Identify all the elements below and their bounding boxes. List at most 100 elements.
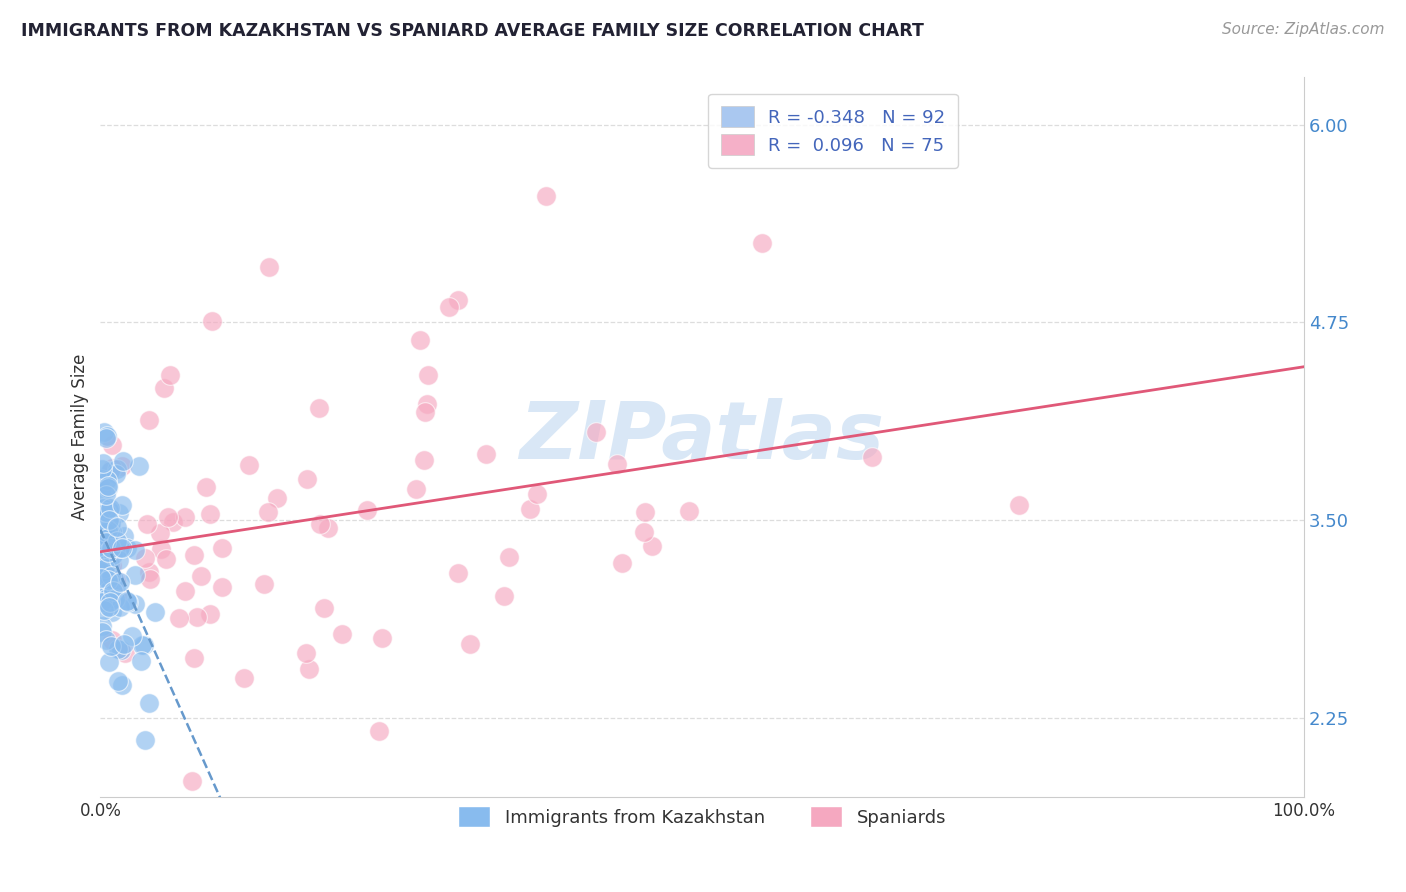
Point xyxy=(356,502,378,516)
Point xyxy=(93,425,115,439)
Point xyxy=(129,654,152,668)
Point xyxy=(93,574,115,589)
Point xyxy=(115,594,138,608)
Point xyxy=(101,438,124,452)
Point xyxy=(90,595,112,609)
Point xyxy=(860,450,883,465)
Point xyxy=(458,637,481,651)
Point xyxy=(103,573,125,587)
Point xyxy=(98,594,121,608)
Point xyxy=(186,610,208,624)
Point xyxy=(101,632,124,647)
Point xyxy=(94,505,117,519)
Point xyxy=(115,541,138,555)
Point xyxy=(96,429,118,443)
Point xyxy=(110,599,132,614)
Point xyxy=(98,513,121,527)
Point xyxy=(91,456,114,470)
Point xyxy=(93,603,115,617)
Text: ZIPatlas: ZIPatlas xyxy=(520,398,884,476)
Point xyxy=(98,533,121,548)
Point xyxy=(98,524,121,539)
Point xyxy=(98,655,121,669)
Point xyxy=(330,627,353,641)
Point xyxy=(413,405,436,419)
Point xyxy=(101,461,124,475)
Point xyxy=(112,454,135,468)
Point xyxy=(447,566,470,580)
Point xyxy=(149,526,172,541)
Point xyxy=(100,557,122,571)
Point xyxy=(112,637,135,651)
Point xyxy=(107,641,129,656)
Point xyxy=(200,507,222,521)
Point xyxy=(134,733,156,747)
Point xyxy=(295,646,318,660)
Point xyxy=(100,516,122,530)
Point xyxy=(90,485,112,500)
Point xyxy=(104,580,127,594)
Point xyxy=(135,516,157,531)
Point xyxy=(105,574,128,588)
Point xyxy=(167,611,190,625)
Point xyxy=(101,524,124,539)
Point xyxy=(194,480,217,494)
Point xyxy=(101,556,124,570)
Point xyxy=(98,500,121,515)
Point xyxy=(145,606,167,620)
Point xyxy=(94,561,117,575)
Point xyxy=(641,539,664,553)
Point xyxy=(606,457,628,471)
Point xyxy=(308,516,330,531)
Point xyxy=(633,524,655,539)
Point xyxy=(138,413,160,427)
Point xyxy=(97,573,120,587)
Point xyxy=(266,491,288,506)
Point xyxy=(91,500,114,515)
Point xyxy=(298,662,321,676)
Point xyxy=(98,573,121,587)
Point xyxy=(98,546,121,560)
Point xyxy=(149,542,172,557)
Point xyxy=(100,640,122,654)
Point xyxy=(94,633,117,648)
Point xyxy=(257,260,280,275)
Point xyxy=(105,462,128,476)
Point xyxy=(316,521,339,535)
Point xyxy=(128,459,150,474)
Point xyxy=(103,583,125,598)
Point xyxy=(91,619,114,633)
Point xyxy=(416,368,439,383)
Point xyxy=(97,599,120,614)
Point xyxy=(105,467,128,482)
Point xyxy=(108,575,131,590)
Point xyxy=(97,479,120,493)
Point xyxy=(124,567,146,582)
Point xyxy=(110,643,132,657)
Point xyxy=(98,464,121,478)
Point xyxy=(416,397,439,411)
Point xyxy=(138,566,160,580)
Point xyxy=(97,524,120,538)
Point xyxy=(97,481,120,495)
Point xyxy=(94,524,117,539)
Point xyxy=(111,678,134,692)
Point xyxy=(111,498,134,512)
Point xyxy=(124,542,146,557)
Point xyxy=(107,673,129,688)
Point xyxy=(312,601,335,615)
Point xyxy=(101,529,124,543)
Point xyxy=(138,696,160,710)
Point xyxy=(93,587,115,601)
Point xyxy=(90,540,112,554)
Point xyxy=(257,505,280,519)
Point xyxy=(108,541,131,555)
Point xyxy=(367,724,389,739)
Point xyxy=(96,473,118,487)
Point xyxy=(159,368,181,382)
Point xyxy=(105,589,128,603)
Point xyxy=(751,236,773,251)
Point xyxy=(1008,498,1031,512)
Point xyxy=(97,545,120,559)
Point xyxy=(183,650,205,665)
